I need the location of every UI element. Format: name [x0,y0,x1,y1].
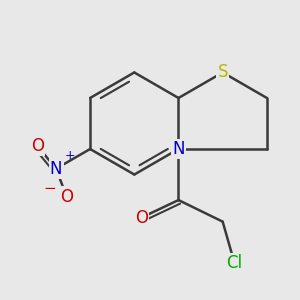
Text: +: + [64,149,75,162]
Text: O: O [60,188,73,206]
Text: N: N [50,160,62,178]
Text: N: N [172,140,185,158]
Text: Cl: Cl [226,254,242,272]
Text: S: S [218,64,228,82]
Text: −: − [44,181,56,196]
Text: O: O [135,209,148,227]
Text: O: O [31,136,44,154]
